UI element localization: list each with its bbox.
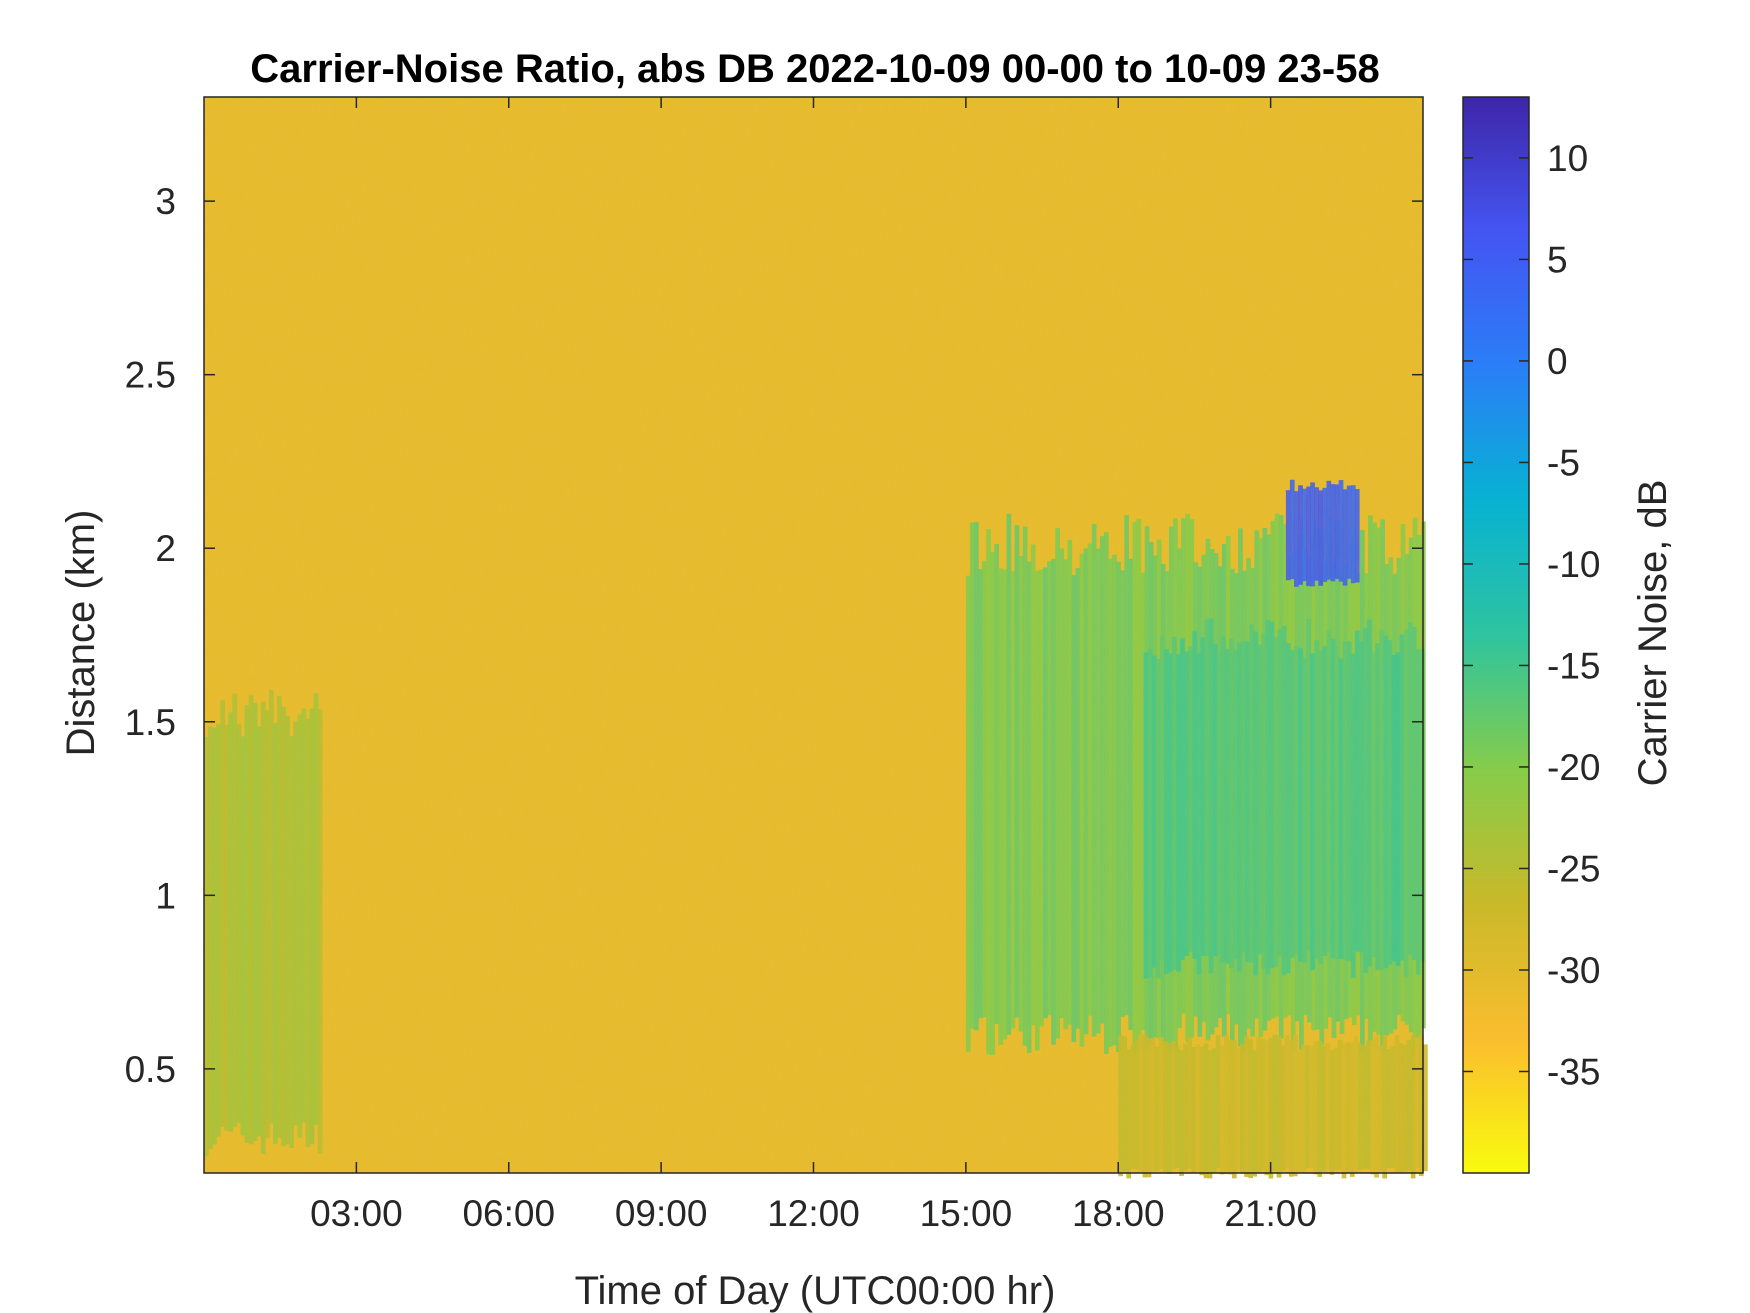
colorbar-tick-label: -25 bbox=[1547, 848, 1600, 889]
x-tick-label: 15:00 bbox=[920, 1193, 1013, 1234]
heatmap-cell bbox=[1423, 1044, 1428, 1172]
y-tick-label: 0.5 bbox=[125, 1049, 176, 1090]
colorbar-tick-label: -10 bbox=[1547, 544, 1600, 585]
y-tick-label: 1 bbox=[155, 875, 176, 916]
colorbar-tick-label: -30 bbox=[1547, 950, 1600, 991]
colorbar-label: Carrier Noise, dB bbox=[1631, 480, 1675, 787]
colorbar-ticks: -35 -30 -25 -20 -15 -10 -5 0 5 10 bbox=[1463, 138, 1600, 1092]
x-tick-label: 09:00 bbox=[615, 1193, 708, 1234]
heatmap-noise-texture bbox=[204, 97, 1423, 1173]
y-tick-label: 3 bbox=[155, 181, 176, 222]
chart-title: Carrier-Noise Ratio, abs DB 2022-10-09 0… bbox=[250, 47, 1379, 91]
y-tick-label: 2.5 bbox=[125, 355, 176, 396]
x-tick-label: 03:00 bbox=[310, 1193, 403, 1234]
y-axis-ticks: 0.5 1 1.5 2 2.5 3 bbox=[125, 181, 1423, 1090]
y-axis-label: Distance (km) bbox=[59, 510, 103, 757]
x-tick-label: 18:00 bbox=[1072, 1193, 1165, 1234]
colorbar-tick-label: 10 bbox=[1547, 138, 1588, 179]
colorbar-tick-label: -20 bbox=[1547, 747, 1600, 788]
y-tick-label: 2 bbox=[155, 528, 176, 569]
colorbar-tick-label: -5 bbox=[1547, 442, 1580, 483]
y-tick-label: 1.5 bbox=[125, 702, 176, 743]
x-tick-label: 06:00 bbox=[462, 1193, 555, 1234]
colorbar-tick-label: 0 bbox=[1547, 341, 1568, 382]
plot-area bbox=[203, 96, 1428, 1179]
colorbar-tick-label: -15 bbox=[1547, 645, 1600, 686]
colorbar-gradient bbox=[1462, 96, 1530, 1174]
colorbar-tick-label: 5 bbox=[1547, 239, 1568, 280]
x-axis-label: Time of Day (UTC00:00 hr) bbox=[575, 1269, 1056, 1313]
x-tick-label: 12:00 bbox=[767, 1193, 860, 1234]
colorbar-tick-label: -35 bbox=[1547, 1051, 1600, 1092]
x-axis-ticks: 03:00 06:00 09:00 12:00 15:00 18:00 21:00 bbox=[310, 97, 1317, 1234]
colorbar: -35 -30 -25 -20 -15 -10 -5 0 5 10 bbox=[1462, 96, 1600, 1174]
x-tick-label: 21:00 bbox=[1224, 1193, 1317, 1234]
